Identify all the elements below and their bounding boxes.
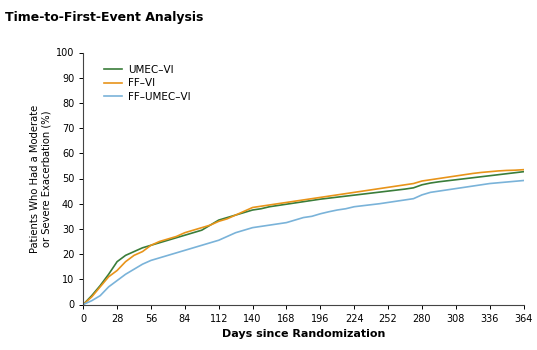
- UMEC–VI: [343, 194, 349, 198]
- FF–VI: [359, 189, 366, 193]
- Text: Time-to-First-Event Analysis: Time-to-First-Event Analysis: [5, 10, 204, 23]
- UMEC–VI: [199, 228, 205, 232]
- UMEC–VI: [469, 176, 476, 180]
- FF–UMEC–VI: [469, 184, 476, 188]
- Y-axis label: Patients Who Had a Moderate
or Severe Exacerbation (%): Patients Who Had a Moderate or Severe Ex…: [30, 104, 52, 253]
- Line: FF–UMEC–VI: FF–UMEC–VI: [83, 181, 524, 304]
- UMEC–VI: [334, 195, 340, 199]
- FF–VI: [469, 172, 476, 176]
- FF–UMEC–VI: [419, 193, 425, 197]
- UMEC–VI: [359, 192, 366, 196]
- FF–VI: [334, 193, 340, 197]
- Line: FF–VI: FF–VI: [83, 170, 524, 304]
- FF–VI: [343, 191, 349, 196]
- FF–VI: [199, 225, 205, 230]
- FF–VI: [80, 302, 86, 307]
- FF–UMEC–VI: [343, 206, 349, 211]
- FF–UMEC–VI: [520, 178, 527, 183]
- FF–VI: [520, 168, 527, 172]
- UMEC–VI: [80, 302, 86, 307]
- FF–UMEC–VI: [334, 208, 340, 212]
- Line: UMEC–VI: UMEC–VI: [83, 172, 524, 304]
- X-axis label: Days since Randomization: Days since Randomization: [222, 329, 385, 339]
- UMEC–VI: [520, 170, 527, 174]
- FF–UMEC–VI: [359, 204, 366, 208]
- UMEC–VI: [419, 183, 425, 187]
- FF–UMEC–VI: [80, 302, 86, 307]
- Legend: UMEC–VI, FF–VI, FF–UMEC–VI: UMEC–VI, FF–VI, FF–UMEC–VI: [101, 63, 192, 104]
- FF–VI: [419, 179, 425, 183]
- FF–UMEC–VI: [199, 243, 205, 247]
